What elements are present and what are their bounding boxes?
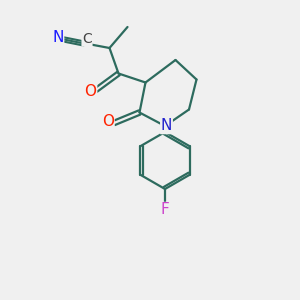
Text: N: N [161,118,172,134]
Text: N: N [52,30,64,45]
Text: C: C [82,32,92,46]
Text: O: O [85,84,97,99]
Text: F: F [160,202,169,217]
Text: O: O [102,114,114,129]
